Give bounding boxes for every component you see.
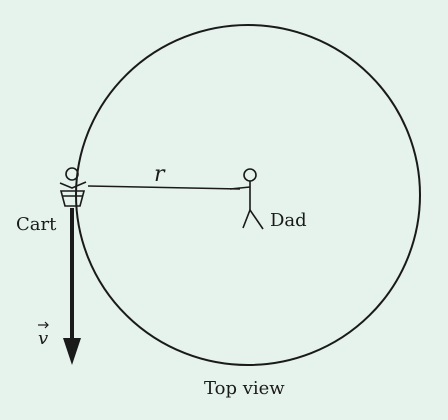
cart-rider-head bbox=[65, 167, 79, 181]
circular-path bbox=[75, 24, 421, 366]
velocity-label: v bbox=[38, 328, 48, 349]
cart-label: Cart bbox=[16, 214, 57, 235]
radius-label: r bbox=[154, 162, 166, 187]
dad-arms bbox=[229, 186, 251, 190]
dad-figure bbox=[229, 168, 264, 230]
cart-figure bbox=[59, 167, 87, 207]
dad-legs bbox=[242, 208, 264, 230]
dad-label: Dad bbox=[270, 210, 307, 231]
cart-basket bbox=[59, 190, 86, 207]
cart-rider-arms bbox=[59, 181, 87, 189]
radius-line bbox=[87, 185, 241, 190]
velocity-vector bbox=[63, 208, 81, 365]
caption: Top view bbox=[204, 378, 285, 399]
vector-arrow-mark bbox=[38, 321, 49, 329]
dad-head bbox=[243, 168, 257, 182]
